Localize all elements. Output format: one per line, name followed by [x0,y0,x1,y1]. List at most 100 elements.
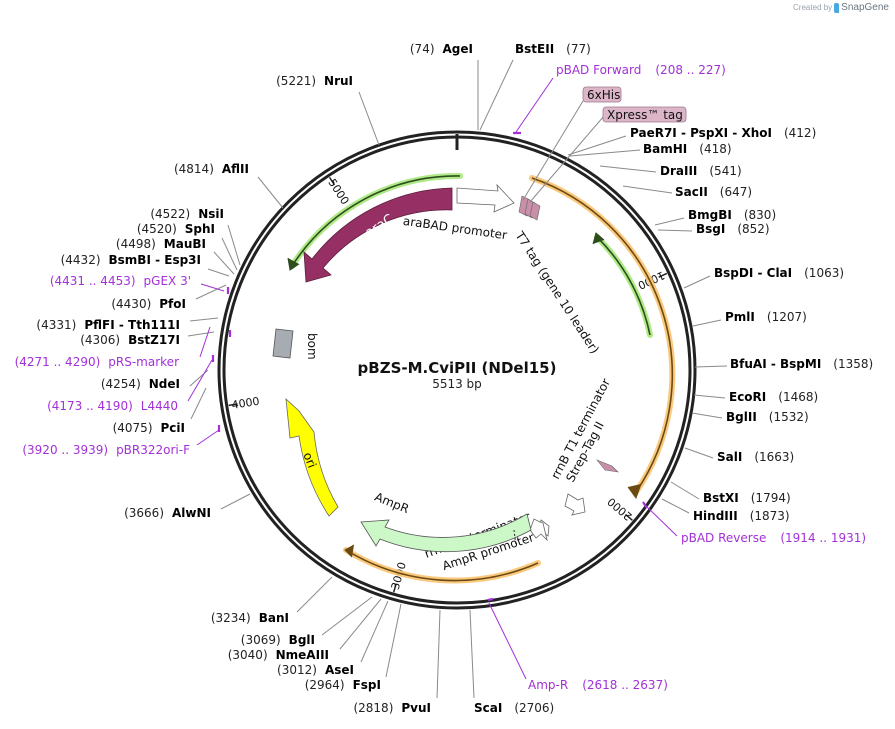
primer-site[interactable]: pBAD Reverse (1914 .. 1931) [642,501,866,545]
enzyme-name: PciI [161,421,186,435]
enzyme-site[interactable]: BmgBI (830) [654,208,776,226]
enzyme-site[interactable]: BamHI (418) [569,142,732,157]
enzyme-site[interactable]: AgeI (74) [410,42,479,130]
enzyme-site[interactable]: AlwNI (3666) [124,493,251,520]
feature-callout[interactable]: 6xHis [522,86,622,201]
enzyme-site[interactable]: PmlI (1207) [692,310,807,327]
enzyme-site[interactable]: PciI (4075) [113,387,207,435]
enzyme-name: BstZ17I [128,333,180,347]
enzyme-site[interactable]: BsmBI - Esp3I (4432) [61,253,230,277]
enzyme-name: SacII [675,185,708,199]
feature-ampr-promoter[interactable] [529,518,548,542]
enzyme-site[interactable]: BglII (1532) [691,410,809,424]
enzyme-position: (2706) [514,701,554,715]
enzyme-site[interactable]: SalI (1663) [684,447,794,464]
primer-site[interactable]: pRS-marker (4271 .. 4290) [15,326,232,369]
enzyme-site[interactable]: BglI (3069) [241,596,373,647]
enzyme-position: (1358) [833,357,873,371]
primer-range: (208 .. 227) [655,63,725,77]
enzyme-position: (1873) [750,509,790,523]
enzyme-position: (1794) [751,491,791,505]
enzyme-site[interactable]: NsiI (4522) [150,207,241,266]
enzyme-site[interactable]: BanI (3234) [211,576,333,625]
enzyme-position: (4254) [101,377,141,391]
enzyme-name: BglII [726,410,757,424]
primer-site[interactable]: pGEX 3' (4431 .. 4453) [50,274,230,294]
feature-callouts: 6xHis Xpress™ tag [522,86,687,203]
enzyme-site[interactable]: AseI (3012) [277,600,389,677]
primer-site[interactable]: L4440 (4173 .. 4190) [47,355,215,413]
feature-arabad-promoter[interactable] [456,183,515,213]
enzyme-name: ScaI [474,701,502,715]
primer-sites: pBAD Forward (208 .. 227) pBAD Reverse (191… [15,63,866,692]
tick-5000 [328,176,336,186]
feature-bom[interactable] [272,328,294,359]
feature-strep-tag[interactable] [596,459,619,473]
primer-range: (2618 .. 2637) [582,678,668,692]
enzyme-site[interactable]: EcoRI (1468) [693,390,818,404]
enzyme-name: AseI [325,663,354,677]
primer-mark-icon [642,501,648,509]
leader-line [196,429,220,446]
enzyme-site[interactable]: FspI (2964) [305,603,402,692]
leader-line [200,283,225,292]
enzyme-position: (74) [410,42,435,56]
feature-rrnb-t1-terminator[interactable] [564,493,586,516]
tick-2000 [625,513,633,521]
enzyme-site[interactable]: NdeI (4254) [101,369,209,391]
enzyme-name: BstXI [703,491,739,505]
enzyme-site[interactable]: DraIII (541) [599,164,742,178]
enzyme-name: BamHI [643,142,687,156]
enzyme-position: (1532) [769,410,809,424]
primer-site[interactable]: pBR322ori-F (3920 .. 3939) [22,425,221,457]
feature-callout[interactable]: Xpress™ tag [529,106,687,203]
primer-label: pBAD Forward [556,63,641,77]
enzyme-name: BspDI - ClaI [714,266,792,280]
enzyme-site[interactable]: PaeR7I - PspXI - XhoI (412) [567,126,816,156]
enzyme-position: (1207) [767,310,807,324]
enzyme-site[interactable]: MauBI (4498) [116,237,235,275]
feature-t7-tag[interactable] [518,195,541,221]
enzyme-site[interactable]: SphI (4520) [137,222,238,271]
enzyme-site[interactable]: BsgI (852) [657,222,770,236]
enzyme-site[interactable]: AflII (4814) [174,162,284,209]
enzyme-site[interactable]: PvuI (2818) [353,609,441,715]
enzyme-site[interactable]: NruI (5221) [276,74,380,146]
feature-arac[interactable] [303,187,453,283]
restriction-sites: AgeI (74) BstEII (77) PaeR7I - PspXI - XhoI (… [36,42,873,715]
enzyme-name: AlwNI [172,506,211,520]
enzyme-site[interactable]: BstEII (77) [479,42,591,131]
enzyme-position: (4522) [150,207,190,221]
enzyme-site[interactable]: SacII (647) [622,185,752,199]
tick-label: 2000 [605,495,635,523]
enzyme-site[interactable]: ScaI (2706) [469,609,554,715]
leader-line [187,331,215,337]
leader-line [661,498,690,514]
leader-line [691,412,723,419]
enzyme-site[interactable]: NmeAIII (3040) [228,598,382,662]
enzyme-position: (541) [709,164,741,178]
leader-line [227,224,241,266]
enzyme-name: PflFI - Tth111I [84,318,180,332]
primer-site[interactable]: pBAD Forward (208 .. 227) [513,63,726,135]
enzyme-name: BsmBI - Esp3I [109,253,201,267]
enzyme-name: SalI [717,450,742,464]
enzyme-name: EcoRI [729,390,766,404]
enzyme-site[interactable]: HindIII (1873) [661,498,790,523]
primer-label: L4440 [141,399,178,413]
enzyme-position: (4430) [111,297,151,311]
primer-range: (1914 .. 1931) [780,531,866,545]
enzyme-site[interactable]: BfuAI - BspMI (1358) [694,357,873,371]
feature-ampr-gene[interactable] [360,513,532,552]
enzyme-site[interactable]: PfoI (4430) [111,284,227,311]
feature-ori[interactable] [285,397,339,517]
enzyme-site[interactable]: BspDI - ClaI (1063) [683,266,844,289]
enzyme-position: (5221) [276,74,316,88]
enzyme-site[interactable]: BstZ17I (4306) [80,331,215,347]
enzyme-site[interactable]: BstXI (1794) [670,481,791,505]
tick-1000 [658,272,668,278]
enzyme-name: PfoI [159,297,186,311]
primer-site[interactable]: Amp-R (2618 .. 2637) [487,597,668,692]
enzyme-site[interactable]: PflFI - Tth111I (4331) [36,317,219,332]
